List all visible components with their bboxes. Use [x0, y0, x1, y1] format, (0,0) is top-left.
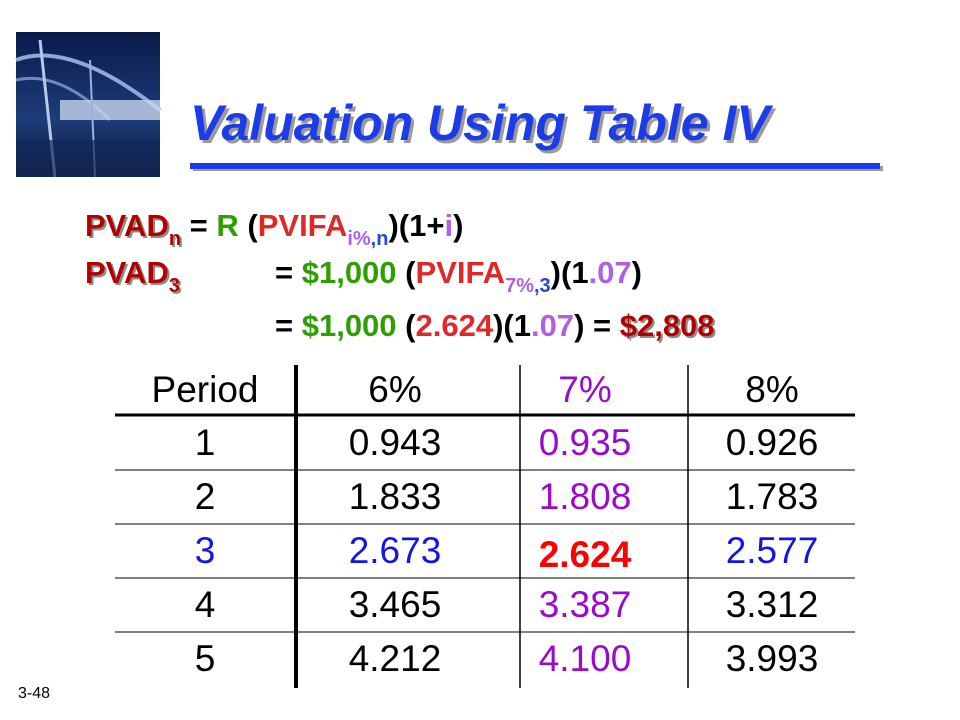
formula-segment: = — [275, 255, 302, 290]
table-cell: 5 — [195, 638, 216, 679]
formula-segment: n — [169, 228, 181, 250]
table-cell: 1.833 — [349, 476, 442, 517]
formula-line: = $1,000 (2.624)(1.07) = $2,808 — [275, 308, 715, 343]
header-cell: 6% — [368, 369, 421, 410]
table-cell: 4 — [195, 584, 216, 625]
formula-segment: R — [216, 208, 238, 243]
formula-segment: i% — [347, 228, 371, 250]
table-cell: 3.993 — [726, 638, 819, 679]
formula-line: PVAD3 = $1,000 (PVIFA7%,3)(1.07) — [85, 255, 642, 297]
table-cell: 3.387 — [539, 584, 632, 625]
formula-segment: ) = — [574, 308, 620, 343]
header-cell: 7% — [558, 369, 611, 410]
table-cell: 3.312 — [726, 584, 819, 625]
formula-segment: PVIFA — [258, 208, 348, 243]
slide-title: Valuation Using Table IV — [190, 95, 773, 151]
formula-segment: $2,808 — [620, 308, 715, 343]
formula-segment: 7% — [505, 275, 534, 297]
formula-segment: .07 — [589, 255, 632, 290]
formula-segment: ( — [397, 308, 417, 343]
table-cell: 2.577 — [726, 530, 819, 571]
formulas: PVADn = R (PVIFAi%,n)(1+i)PVAD3 = $1,000 … — [85, 208, 715, 343]
formula-segment: 2.624 — [415, 308, 493, 343]
formula-line: PVADn = R (PVIFAi%,n)(1+i) — [85, 208, 463, 250]
table-cell: 3 — [195, 530, 216, 571]
table-cell: 1.783 — [726, 476, 819, 517]
formula-segment: = — [181, 208, 216, 243]
formula-segment: .07 — [531, 308, 574, 343]
formula-segment: )(1+ — [388, 208, 444, 243]
table-cell: 4.100 — [539, 638, 632, 679]
bridge-photo — [15, 32, 162, 178]
formula-segment: PVAD — [85, 255, 169, 290]
formula-segment: ,n — [371, 228, 389, 250]
table-cell: 3.465 — [349, 584, 442, 625]
table-cell: 0.943 — [349, 422, 442, 463]
formula-segment: ( — [397, 255, 417, 290]
formula-segment: = — [275, 308, 302, 343]
formula-segment: ) — [632, 255, 642, 290]
table-cell: 0.935 — [539, 422, 632, 463]
table-cell: 1.808 — [539, 476, 632, 517]
formula-segment: ,3 — [534, 275, 551, 297]
formula-segment: $1,000 — [302, 255, 397, 290]
table-cell: 2 — [195, 476, 216, 517]
formula-segment: i — [444, 208, 453, 243]
formula-segment: )(1 — [551, 255, 589, 290]
table: Period 6% 7% 8% 1 0.943 0.935 0.926 2 1.833 1.808 1… — [115, 365, 855, 688]
table-cell: 2.673 — [349, 530, 442, 571]
formula-segment: ( — [239, 208, 259, 243]
table-cell: 0.926 — [726, 422, 819, 463]
formula-segment: 3 — [169, 275, 180, 297]
title-underline — [190, 163, 880, 169]
formula-segment: )(1 — [493, 308, 531, 343]
header-cell: Period — [152, 369, 259, 410]
formula-segment: PVAD — [85, 208, 169, 243]
table-cell: 2.624 — [539, 534, 632, 575]
table-cell: 4.212 — [349, 638, 442, 679]
formula-segment: PVIFA — [415, 255, 505, 290]
header-cell: 8% — [745, 369, 798, 410]
slide-number: 3-48 — [18, 685, 50, 702]
table-cell: 1 — [195, 422, 216, 463]
formula-segment: ) — [453, 208, 463, 243]
formula-segment: $1,000 — [302, 308, 397, 343]
